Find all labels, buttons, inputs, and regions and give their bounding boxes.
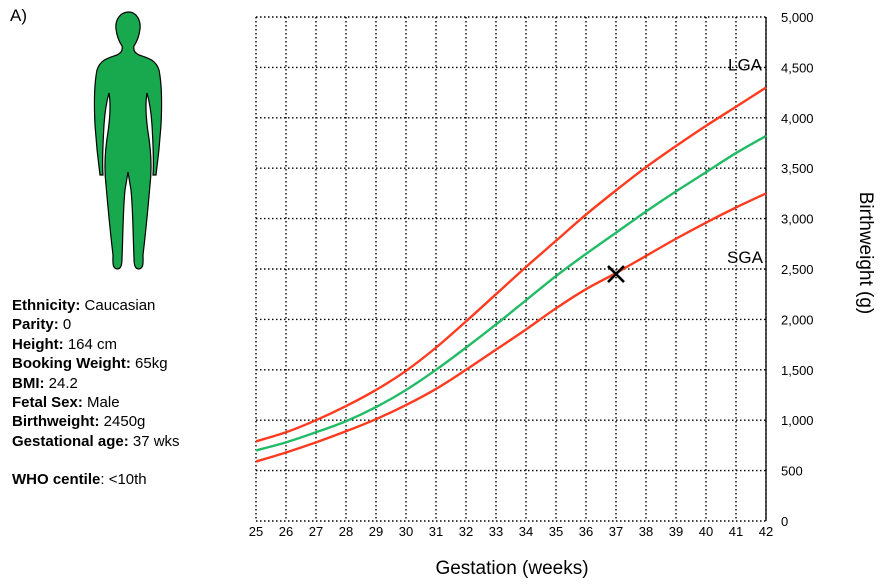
x-tick-42: 42 — [759, 524, 773, 539]
x-tick-29: 29 — [369, 524, 383, 539]
info-bmi: BMI: 24.2 — [12, 374, 180, 393]
birthweight-marker — [607, 265, 625, 283]
x-tick-37: 37 — [609, 524, 623, 539]
info-birthweight: Birthweight: 2450g — [12, 412, 180, 431]
x-tick-31: 31 — [429, 524, 443, 539]
panel-label: A) — [10, 6, 27, 25]
y-tick-1000: 1,000 — [781, 413, 814, 428]
info-parity-label: Parity: — [12, 316, 59, 334]
info-bmi-label: BMI: — [12, 374, 45, 392]
info-parity: Parity: 0 — [12, 315, 180, 334]
info-gestational-age: Gestational age: 37 wks — [12, 432, 180, 451]
x-tick-39: 39 — [669, 524, 683, 539]
x-tick-30: 30 — [399, 524, 413, 539]
y-tick-1500: 1,500 — [781, 363, 814, 378]
info-height-label: Height: — [12, 335, 64, 353]
info-fetal-sex: Fetal Sex: Male — [12, 393, 180, 412]
info-fetal-sex-value: Male — [87, 394, 120, 412]
y-tick-2500: 2,500 — [781, 262, 814, 277]
info-who-centile-value: : <10th — [100, 471, 147, 489]
info-booking-weight-label: Booking Weight: — [12, 355, 131, 373]
x-tick-32: 32 — [459, 524, 473, 539]
x-tick-41: 41 — [729, 524, 743, 539]
centile-curves — [255, 86, 767, 463]
x-tick-33: 33 — [489, 524, 503, 539]
info-booking-weight: Booking Weight: 65kg — [12, 354, 180, 373]
y-axis-title: Birthweight (g) — [855, 192, 876, 315]
y-tick-4500: 4,500 — [781, 60, 814, 75]
info-birthweight-label: Birthweight: — [12, 413, 100, 431]
x-tick-26: 26 — [279, 524, 293, 539]
y-tick-labels: 0 500 1,000 1,500 2,000 2,500 3,000 3,500 4,000 4… — [781, 10, 814, 529]
info-ethnicity-label: Ethnicity: — [12, 297, 81, 314]
x-tick-27: 27 — [309, 524, 323, 539]
centile-line-upper — [255, 86, 767, 443]
x-tick-40: 40 — [699, 524, 713, 539]
info-who-centile: WHO centile: <10th — [12, 470, 180, 489]
info-parity-value: 0 — [62, 316, 72, 334]
centile-line-median — [255, 134, 767, 452]
figure-shape — [93, 11, 163, 270]
info-fetal-sex-label: Fetal Sex: — [12, 394, 83, 412]
marker-stroke-b — [607, 265, 625, 283]
chart-grid — [255, 16, 767, 522]
y-tick-0: 0 — [781, 514, 788, 529]
chart-annotations: LGA SGA — [727, 55, 764, 267]
x-tick-38: 38 — [639, 524, 653, 539]
y-tick-3000: 3,000 — [781, 212, 814, 227]
x-tick-labels: 25 26 27 28 29 30 31 32 33 34 35 36 37 38 39 40 41 42 — [249, 524, 773, 539]
y-tick-4000: 4,000 — [781, 111, 814, 126]
info-height-value: 164 cm — [67, 335, 118, 353]
info-ethnicity: Ethnicity: Caucasian — [12, 296, 180, 315]
info-gestational-age-label: Gestational age: — [12, 432, 129, 450]
centile-line-lower — [255, 192, 767, 463]
info-gestational-age-value: 37 wks — [132, 432, 180, 450]
x-axis-title: Gestation (weeks) — [435, 558, 588, 579]
info-height: Height: 164 cm — [12, 335, 180, 354]
y-tick-2000: 2,000 — [781, 312, 814, 327]
x-tick-35: 35 — [549, 524, 563, 539]
info-who-centile-label: WHO centile — [12, 471, 101, 489]
x-tick-28: 28 — [339, 524, 353, 539]
info-bmi-value: 24.2 — [48, 374, 78, 392]
x-tick-25: 25 — [249, 524, 263, 539]
y-tick-500: 500 — [781, 464, 803, 479]
x-tick-36: 36 — [579, 524, 593, 539]
info-birthweight-value: 2450g — [103, 413, 146, 431]
annotation-lga: LGA — [728, 55, 763, 74]
patient-info-panel: Ethnicity: Caucasian Parity: 0 Height: 1… — [12, 296, 180, 490]
info-booking-weight-value: 65kg — [135, 355, 168, 373]
y-tick-5000: 5,000 — [781, 10, 814, 25]
female-silhouette-icon — [93, 11, 163, 270]
annotation-sga: SGA — [727, 248, 764, 267]
x-tick-34: 34 — [519, 524, 533, 539]
info-ethnicity-value: Caucasian — [84, 297, 156, 314]
y-tick-3500: 3,500 — [781, 161, 814, 176]
